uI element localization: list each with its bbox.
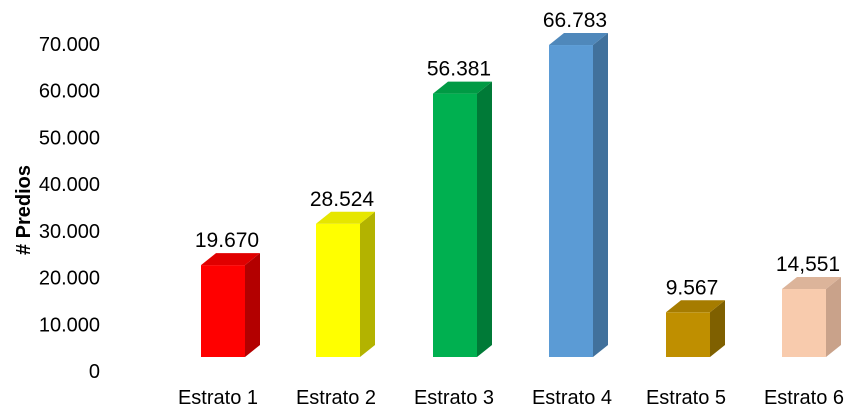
- data-label: 66.783: [543, 9, 607, 32]
- y-tick-label: 40.000: [39, 174, 100, 196]
- y-tick-label: 0: [89, 361, 100, 383]
- bar-side: [245, 253, 260, 357]
- bar-top: [316, 211, 375, 224]
- bar-5: 9.567: [666, 276, 725, 357]
- bar-side: [826, 277, 841, 357]
- bar-front: [666, 312, 710, 357]
- y-axis: 0 10.000 20.000 30.000 40.000 50.000 60.000 70.…: [39, 34, 100, 383]
- bar-side: [477, 81, 492, 358]
- x-category-label: Estrato 6: [764, 387, 844, 409]
- y-tick-label: 30.000: [39, 221, 100, 243]
- bar-top: [433, 81, 492, 94]
- data-label: 19.670: [195, 229, 259, 252]
- y-tick-label: 10.000: [39, 314, 100, 336]
- data-label: 28.524: [310, 188, 375, 211]
- bar-front: [316, 223, 360, 357]
- x-category-label: Estrato 4: [532, 387, 612, 409]
- y-tick-label: 60.000: [39, 81, 100, 103]
- x-axis: Estrato 1 Estrato 2 Estrato 3 Estrato 4 Estr…: [178, 387, 844, 409]
- bar-1: 19.670: [195, 229, 260, 357]
- bar-front: [782, 289, 826, 357]
- bar-6: 14,551: [776, 253, 841, 357]
- x-category-label: Estrato 5: [646, 387, 726, 409]
- bar-front: [201, 265, 245, 357]
- y-tick-label: 50.000: [39, 127, 100, 149]
- x-category-label: Estrato 1: [178, 387, 258, 409]
- bar-top: [549, 33, 608, 46]
- bar-front: [549, 45, 593, 357]
- data-label: 56.381: [427, 58, 491, 81]
- x-category-label: Estrato 3: [414, 387, 494, 409]
- data-label: 9.567: [666, 276, 719, 299]
- bar-4: 66.783: [543, 9, 608, 357]
- y-tick-label: 20.000: [39, 268, 100, 290]
- data-label: 14,551: [776, 253, 840, 276]
- bars: 19.670 28.524 56.381 66.783 9.567 14,551: [195, 9, 841, 358]
- bar-side: [710, 300, 725, 357]
- bar-front: [433, 93, 477, 358]
- bar-top: [666, 300, 725, 313]
- bar-side: [593, 33, 608, 357]
- bar-top: [201, 253, 260, 266]
- bar-top: [782, 277, 841, 290]
- bar-2: 28.524: [310, 188, 375, 357]
- bar-side: [360, 211, 375, 357]
- y-axis-label: # Predios: [13, 165, 35, 255]
- y-tick-label: 70.000: [39, 34, 100, 56]
- x-category-label: Estrato 2: [296, 387, 376, 409]
- bar-3: 56.381: [427, 58, 492, 358]
